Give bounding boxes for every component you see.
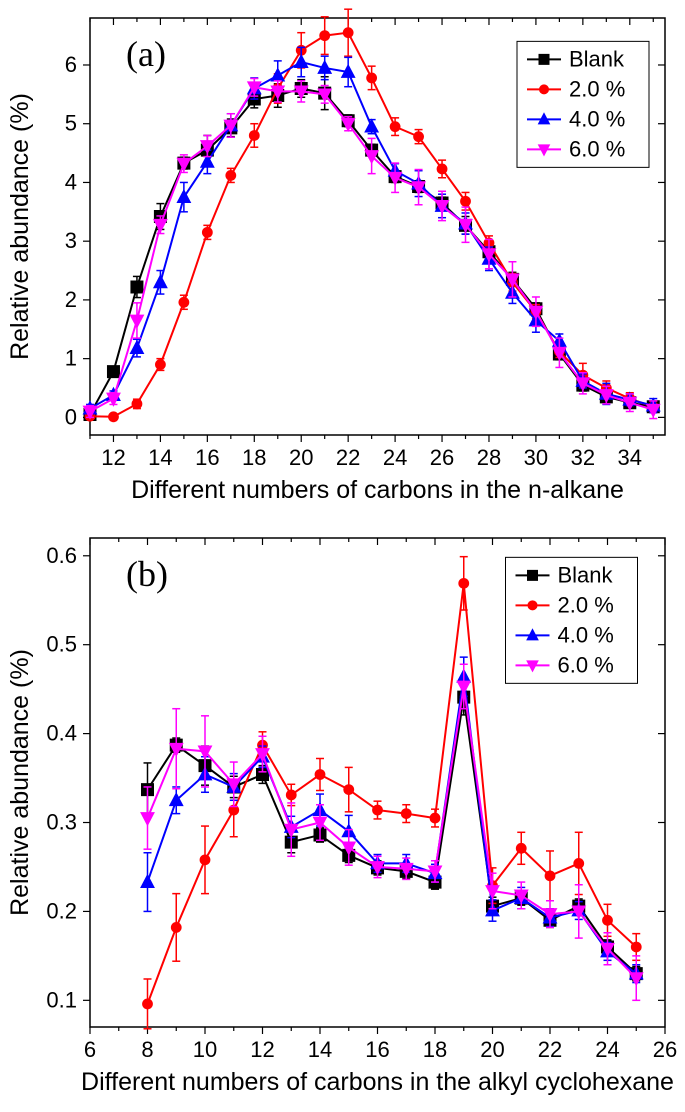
- marker-pct4: [130, 341, 143, 354]
- xtick-label: 18: [242, 445, 266, 470]
- xtick-label: 16: [195, 445, 219, 470]
- ytick-label: 0.4: [46, 721, 77, 746]
- marker-pct2: [390, 121, 401, 132]
- ytick-label: 0.2: [46, 898, 77, 923]
- marker-pct2: [343, 27, 354, 38]
- marker-blank: [131, 281, 143, 293]
- marker-pct2: [602, 915, 613, 926]
- marker-pct2: [545, 870, 556, 881]
- ytick-label: 0.1: [46, 987, 77, 1012]
- ytick-label: 1: [65, 346, 77, 371]
- ytick-label: 5: [65, 111, 77, 136]
- series-line-pct4: [148, 677, 637, 974]
- legend-label-pct4: 4.0 %: [558, 622, 614, 647]
- ytick-label: 0: [65, 404, 77, 429]
- xtick-label: 12: [250, 1037, 274, 1062]
- xtick-label: 22: [336, 445, 360, 470]
- xtick-label: 14: [308, 1037, 332, 1062]
- marker-pct6: [141, 813, 154, 826]
- marker-pct2: [372, 805, 383, 816]
- marker-pct2: [458, 578, 469, 589]
- marker-pct2: [343, 784, 354, 795]
- marker-pct4: [141, 875, 154, 888]
- marker-pct4: [365, 119, 378, 132]
- marker-pct2: [178, 297, 189, 308]
- marker-pct2: [319, 30, 330, 41]
- marker-pct2: [286, 790, 297, 801]
- marker-pct2: [366, 73, 377, 84]
- xtick-label: 20: [289, 445, 313, 470]
- marker-pct2: [430, 813, 441, 824]
- marker-pct2: [401, 808, 412, 819]
- legend-label-pct4: 4.0 %: [569, 106, 625, 131]
- xtick-label: 26: [653, 1037, 677, 1062]
- panel-label: (a): [126, 34, 166, 74]
- xtick-label: 24: [595, 1037, 619, 1062]
- marker-pct2: [132, 398, 143, 409]
- legend-label-pct6: 6.0 %: [569, 136, 625, 161]
- ytick-label: 0.6: [46, 543, 77, 568]
- x-axis-title: Different numbers of carbons in the alky…: [81, 1068, 674, 1096]
- marker-pct6: [130, 315, 143, 328]
- ytick-label: 0.5: [46, 632, 77, 657]
- legend-label-pct2: 2.0 %: [569, 76, 625, 101]
- marker-pct2: [460, 196, 471, 207]
- xtick-label: 34: [618, 445, 642, 470]
- marker-pct2: [413, 131, 424, 142]
- marker-pct4: [271, 68, 284, 81]
- marker-pct2: [202, 227, 213, 238]
- ytick-label: 0.3: [46, 810, 77, 835]
- panel-label: (b): [126, 554, 168, 594]
- x-axis-title: Different numbers of carbons in the n-al…: [131, 476, 624, 504]
- series-line-blank: [148, 697, 637, 974]
- panel-a: 1214161820222426283032340123456Different…: [0, 0, 685, 520]
- xtick-label: 24: [383, 445, 407, 470]
- xtick-label: 32: [571, 445, 595, 470]
- xtick-label: 16: [365, 1037, 389, 1062]
- marker-pct2: [171, 922, 182, 933]
- ytick-label: 2: [65, 287, 77, 312]
- xtick-label: 30: [524, 445, 548, 470]
- marker-blank: [107, 366, 119, 378]
- chart-b-svg: 6 8 10 12 14 16 18 20 22 24 26 0.1 0.2 0.3 0.4 0.5 0.6 Di…: [0, 520, 685, 1112]
- xtick-label: 12: [101, 445, 125, 470]
- marker-pct2: [631, 942, 642, 953]
- marker-pct2: [315, 769, 326, 780]
- marker-pct4: [154, 275, 167, 288]
- marker-pct2: [155, 359, 166, 370]
- legend-label-pct6: 6.0 %: [558, 652, 614, 677]
- ytick-label: 3: [65, 228, 77, 253]
- xtick-label: 6: [84, 1037, 96, 1062]
- ytick-label: 6: [65, 52, 77, 77]
- marker-pct2: [108, 411, 119, 422]
- chart-a-svg: 1214161820222426283032340123456Different…: [0, 0, 685, 520]
- marker-pct2: [516, 843, 527, 854]
- legend-label-blank: Blank: [569, 46, 625, 71]
- xtick-label: 26: [430, 445, 454, 470]
- legend-label-blank: Blank: [558, 562, 614, 587]
- marker-pct2: [249, 130, 260, 141]
- xtick-label: 22: [538, 1037, 562, 1062]
- marker-pct2: [225, 170, 236, 181]
- xtick-label: 18: [423, 1037, 447, 1062]
- marker-pct2: [437, 164, 448, 175]
- y-axis-title: Relative abundance (%): [6, 649, 34, 916]
- legend-label-pct2: 2.0 %: [558, 592, 614, 617]
- panel-b: 6 8 10 12 14 16 18 20 22 24 26 0.1 0.2 0.3 0.4 0.5 0.6 Di…: [0, 520, 685, 1112]
- marker-pct2: [573, 858, 584, 869]
- xtick-label: 14: [148, 445, 172, 470]
- xtick-label: 8: [141, 1037, 153, 1062]
- xtick-label: 28: [477, 445, 501, 470]
- xtick-label: 10: [193, 1037, 217, 1062]
- xtick-label: 20: [480, 1037, 504, 1062]
- y-axis-title: Relative abundance (%): [6, 93, 34, 360]
- marker-pct2: [200, 854, 211, 865]
- ytick-label: 4: [65, 169, 77, 194]
- marker-pct2: [142, 998, 153, 1009]
